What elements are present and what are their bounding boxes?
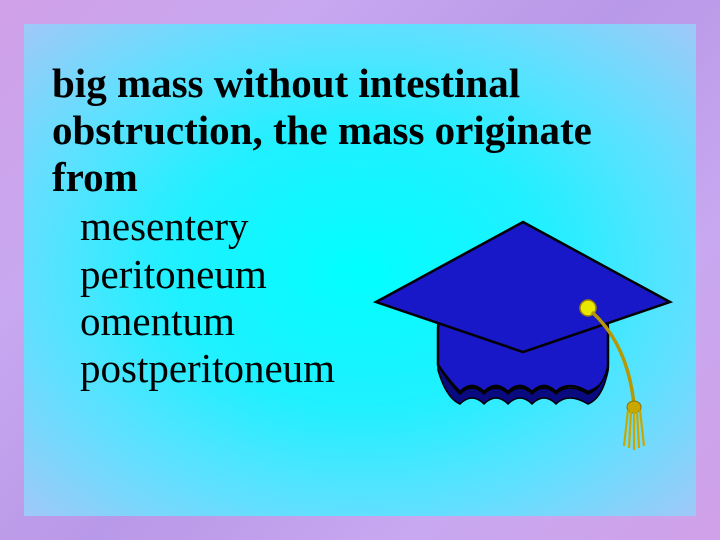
heading-line-2: obstruction, the mass originate bbox=[52, 107, 668, 154]
option-item: peritoneum bbox=[80, 251, 668, 298]
question-heading: big mass without intestinal obstruction,… bbox=[52, 60, 668, 201]
slide-inner-panel: big mass without intestinal obstruction,… bbox=[24, 24, 696, 516]
heading-line-3: from bbox=[52, 154, 668, 201]
option-item: mesentery bbox=[80, 203, 668, 250]
heading-line-1: big mass without intestinal bbox=[52, 60, 668, 107]
slide-outer-frame: big mass without intestinal obstruction,… bbox=[0, 0, 720, 540]
option-list: mesentery peritoneum omentum postperiton… bbox=[80, 203, 668, 392]
option-item: omentum bbox=[80, 298, 668, 345]
option-item: postperitoneum bbox=[80, 345, 668, 392]
